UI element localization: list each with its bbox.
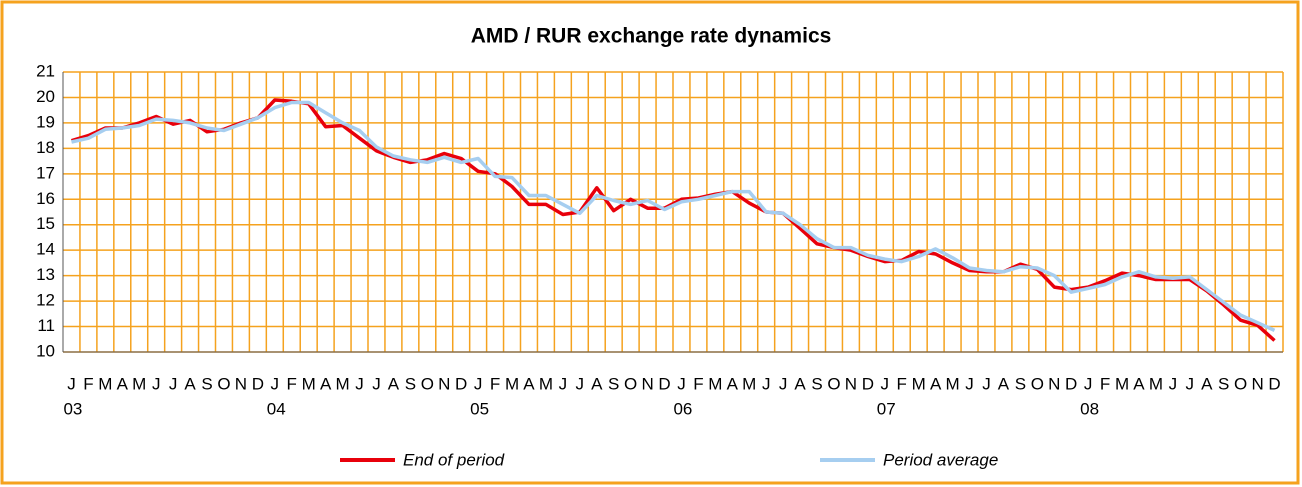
x-tick-label: S [811, 374, 822, 393]
year-label: 08 [1080, 399, 1099, 418]
x-tick-label: A [591, 374, 603, 393]
x-tick-label: J [1084, 374, 1093, 393]
x-tick-label: M [302, 374, 316, 393]
x-tick-label: M [1149, 374, 1163, 393]
x-tick-label: A [794, 374, 806, 393]
x-tick-label: A [930, 374, 942, 393]
year-label: 05 [470, 399, 489, 418]
x-tick-label: M [1115, 374, 1129, 393]
y-tick-label: 11 [37, 316, 55, 335]
x-tick-label: N [845, 374, 857, 393]
x-tick-label: M [505, 374, 519, 393]
y-tick-label: 17 [36, 163, 55, 182]
x-tick-label: N [1048, 374, 1060, 393]
x-tick-label: A [727, 374, 739, 393]
x-tick-label: D [1065, 374, 1077, 393]
x-tick-label: M [132, 374, 146, 393]
x-tick-label: O [827, 374, 840, 393]
x-tick-label: O [1234, 374, 1247, 393]
x-tick-label: J [152, 374, 161, 393]
x-tick-label: S [405, 374, 416, 393]
x-tick-label: A [184, 374, 196, 393]
legend-label: Period average [883, 450, 998, 469]
x-tick-label: F [490, 374, 500, 393]
x-tick-label: D [455, 374, 467, 393]
x-tick-label: F [287, 374, 297, 393]
x-tick-label: J [762, 374, 771, 393]
x-tick-label: J [982, 374, 991, 393]
x-tick-label: S [201, 374, 212, 393]
x-tick-label: J [965, 374, 974, 393]
y-tick-label: 15 [36, 214, 55, 233]
x-tick-label: O [421, 374, 434, 393]
x-tick-label: O [1031, 374, 1044, 393]
legend-label: End of period [403, 450, 505, 469]
year-label: 07 [877, 399, 896, 418]
x-tick-label: S [1218, 374, 1229, 393]
y-tick-label: 21 [36, 61, 55, 80]
x-tick-label: D [658, 374, 670, 393]
x-tick-label: F [693, 374, 703, 393]
y-tick-label: 20 [36, 87, 55, 106]
x-tick-label: J [67, 374, 76, 393]
x-tick-label: J [779, 374, 788, 393]
x-tick-label: A [320, 374, 332, 393]
y-tick-label: 18 [36, 138, 55, 157]
x-tick-label: J [1169, 374, 1178, 393]
x-tick-label: S [1015, 374, 1026, 393]
x-tick-label: A [117, 374, 129, 393]
x-tick-label: J [271, 374, 280, 393]
x-tick-label: F [897, 374, 907, 393]
y-tick-label: 10 [36, 341, 55, 360]
x-tick-label: A [388, 374, 400, 393]
x-tick-label: M [742, 374, 756, 393]
y-tick-label: 16 [36, 189, 55, 208]
x-tick-label: A [1201, 374, 1213, 393]
x-tick-label: J [881, 374, 890, 393]
x-tick-label: J [169, 374, 178, 393]
y-tick-label: 19 [36, 112, 55, 131]
x-tick-label: M [912, 374, 926, 393]
x-tick-label: M [708, 374, 722, 393]
x-tick-label: A [523, 374, 535, 393]
year-label: 03 [63, 399, 82, 418]
x-tick-label: O [217, 374, 230, 393]
x-tick-label: J [372, 374, 381, 393]
x-tick-label: J [559, 374, 568, 393]
chart-title: AMD / RUR exchange rate dynamics [471, 25, 832, 48]
x-tick-label: A [998, 374, 1010, 393]
x-tick-label: F [83, 374, 93, 393]
series-line [71, 100, 1276, 332]
y-tick-label: 14 [36, 240, 55, 259]
x-tick-label: N [641, 374, 653, 393]
x-tick-label: J [474, 374, 483, 393]
x-tick-label: D [862, 374, 874, 393]
x-tick-label: F [1100, 374, 1110, 393]
x-tick-label: N [235, 374, 247, 393]
x-tick-label: M [539, 374, 553, 393]
x-tick-label: S [608, 374, 619, 393]
x-tick-label: N [438, 374, 450, 393]
x-tick-label: D [252, 374, 264, 393]
x-tick-label: A [1133, 374, 1145, 393]
y-tick-label: 13 [36, 265, 55, 284]
year-label: 04 [267, 399, 286, 418]
x-tick-label: M [945, 374, 959, 393]
x-tick-label: J [677, 374, 686, 393]
x-tick-label: J [576, 374, 585, 393]
year-label: 06 [673, 399, 692, 418]
x-tick-label: M [98, 374, 112, 393]
x-tick-label: J [355, 374, 364, 393]
x-tick-label: J [1186, 374, 1195, 393]
x-tick-label: N [1251, 374, 1263, 393]
x-tick-label: O [624, 374, 637, 393]
y-tick-label: 12 [36, 291, 55, 310]
x-tick-label: D [1268, 374, 1280, 393]
x-tick-label: M [335, 374, 349, 393]
